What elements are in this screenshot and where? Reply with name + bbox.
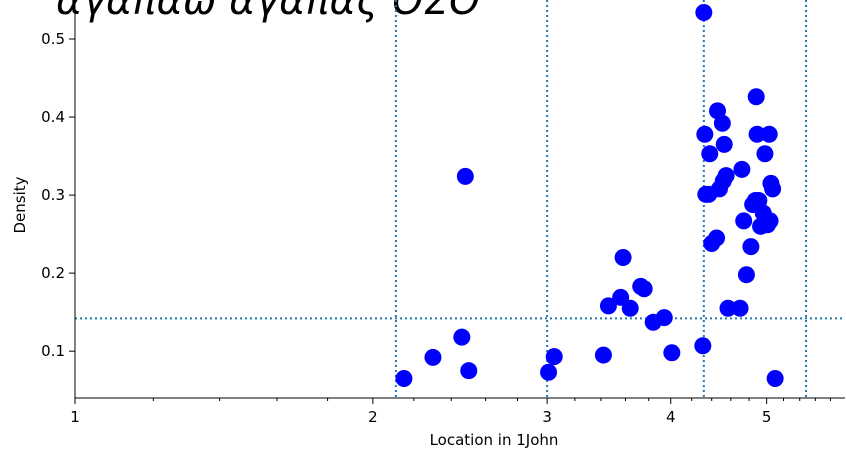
data-point-47 xyxy=(761,212,779,230)
data-point-40 xyxy=(748,125,766,143)
data-point-15 xyxy=(655,309,673,327)
data-point-49 xyxy=(764,180,782,198)
data-point-2 xyxy=(453,328,471,346)
data-point-44 xyxy=(756,145,774,163)
data-point-34 xyxy=(735,212,753,230)
data-point-36 xyxy=(742,238,760,256)
x-tick-label-3: 4 xyxy=(666,408,676,426)
data-point-24 xyxy=(708,229,726,247)
data-point-3 xyxy=(456,167,474,185)
data-point-6 xyxy=(545,348,563,366)
data-point-10 xyxy=(614,249,632,267)
data-point-33 xyxy=(733,160,751,178)
x-tick-label-1: 2 xyxy=(368,408,378,426)
data-point-8 xyxy=(599,297,617,315)
data-point-30 xyxy=(717,167,735,185)
y-tick-label-1: 0.2 xyxy=(41,264,65,282)
y-tick-label-4: 0.5 xyxy=(41,30,65,48)
data-point-5 xyxy=(540,363,558,381)
data-point-9 xyxy=(612,288,630,306)
y-tick-label-2: 0.3 xyxy=(41,186,65,204)
data-point-29 xyxy=(715,135,733,153)
data-point-13 xyxy=(635,280,653,298)
data-point-1 xyxy=(424,348,442,366)
y-tick-label-3: 0.4 xyxy=(41,108,65,126)
data-point-46 xyxy=(760,125,778,143)
data-point-39 xyxy=(747,88,765,106)
x-tick-label-2: 3 xyxy=(542,408,552,426)
data-point-17 xyxy=(694,337,712,355)
data-point-11 xyxy=(621,299,639,317)
data-point-50 xyxy=(766,369,784,387)
data-point-7 xyxy=(594,346,612,364)
data-point-22 xyxy=(701,145,719,163)
data-point-35 xyxy=(737,266,755,284)
data-point-32 xyxy=(731,299,749,317)
x-tick-label-0: 1 xyxy=(70,408,80,426)
data-point-16 xyxy=(663,344,681,362)
y-axis-label: Density xyxy=(11,176,29,233)
x-tick-label-4: 5 xyxy=(762,408,772,426)
chart-title: αγαπάω ἀγάπας ΘΣΘ xyxy=(56,0,481,24)
data-point-4 xyxy=(460,362,478,380)
data-point-27 xyxy=(713,114,731,132)
y-tick-label-0: 0.1 xyxy=(41,342,65,360)
x-axis-label: Location in 1John xyxy=(430,431,559,449)
data-point-19 xyxy=(696,125,714,143)
data-point-0 xyxy=(395,369,413,387)
data-point-18 xyxy=(695,3,713,21)
data-point-31 xyxy=(719,299,737,317)
